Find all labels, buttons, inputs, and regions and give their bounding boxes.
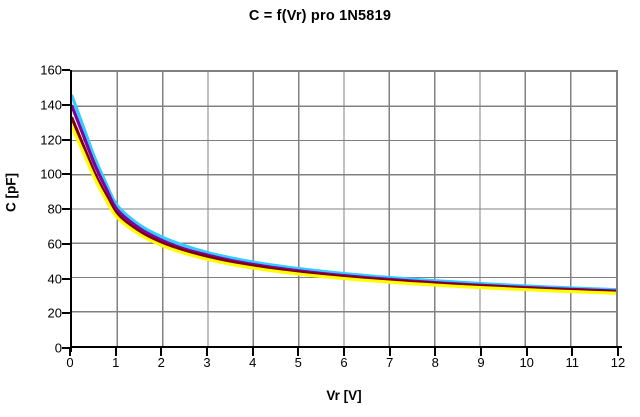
x-tick-label: 1 (112, 355, 120, 370)
x-tick-label: 0 (66, 355, 74, 370)
series-line (72, 104, 616, 293)
x-tick-mark (114, 348, 117, 356)
series-line (72, 94, 616, 292)
y-axis-tick-labels: 0 20 40 60 80 100 120 140 160 (18, 64, 70, 355)
series-line (72, 116, 616, 294)
x-tick-mark (343, 348, 345, 356)
y-tick-mark (62, 173, 70, 176)
y-tick-mark (62, 242, 70, 245)
x-tick-label: 12 (610, 355, 626, 370)
plot-area (70, 70, 622, 352)
y-tick-mark (62, 277, 70, 280)
series-line (72, 125, 616, 295)
chart-title: C = f(Vr) pro 1N5819 (248, 8, 392, 24)
x-tick-mark (571, 348, 574, 356)
x-tick-label: 3 (203, 355, 211, 370)
data-series-layer (72, 94, 616, 295)
x-tick-mark (251, 348, 254, 356)
x-tick-label: 7 (386, 355, 394, 370)
y-tick-mark (62, 138, 70, 141)
x-tick-mark (206, 348, 208, 356)
x-tick-label: 8 (431, 355, 439, 370)
x-tick-mark (434, 348, 437, 356)
x-tick-label: 10 (519, 355, 534, 370)
y-tick-label: 60 (47, 236, 62, 252)
y-axis-spine (70, 70, 72, 352)
x-tick-label: 9 (477, 355, 485, 370)
y-tick-label: 100 (40, 166, 62, 182)
x-tick-mark (525, 348, 528, 356)
y-tick-mark (62, 103, 70, 106)
x-axis-title: Vr [V] (326, 388, 362, 403)
x-tick-label: 11 (565, 355, 580, 370)
x-axis-tick-labels: 0 1 2 3 4 5 6 7 8 9 10 11 12 (66, 348, 625, 376)
y-tick-label: 40 (47, 271, 62, 286)
y-tick-mark (62, 312, 70, 315)
y-tick-mark (62, 208, 70, 210)
y-axis-title: C [pF] (3, 173, 19, 212)
x-tick-label: 5 (294, 355, 302, 370)
x-tick-mark (160, 348, 163, 356)
x-tick-mark (617, 348, 619, 356)
x-axis-spine (70, 346, 622, 348)
x-tick-label: 6 (340, 355, 348, 370)
y-tick-label: 160 (40, 62, 62, 78)
x-tick-label: 2 (157, 355, 165, 370)
y-tick-label: 0 (54, 340, 62, 356)
x-tick-mark (480, 348, 482, 356)
x-tick-mark (388, 348, 391, 356)
y-tick-label: 20 (47, 305, 62, 321)
x-tick-mark (69, 348, 71, 356)
x-tick-mark (297, 348, 300, 356)
x-tick-label: 4 (249, 355, 257, 370)
y-tick-label: 140 (40, 97, 62, 113)
y-tick-label: 80 (47, 201, 62, 217)
y-tick-mark (62, 347, 70, 349)
y-tick-label: 120 (40, 132, 62, 147)
y-tick-mark (62, 69, 70, 71)
